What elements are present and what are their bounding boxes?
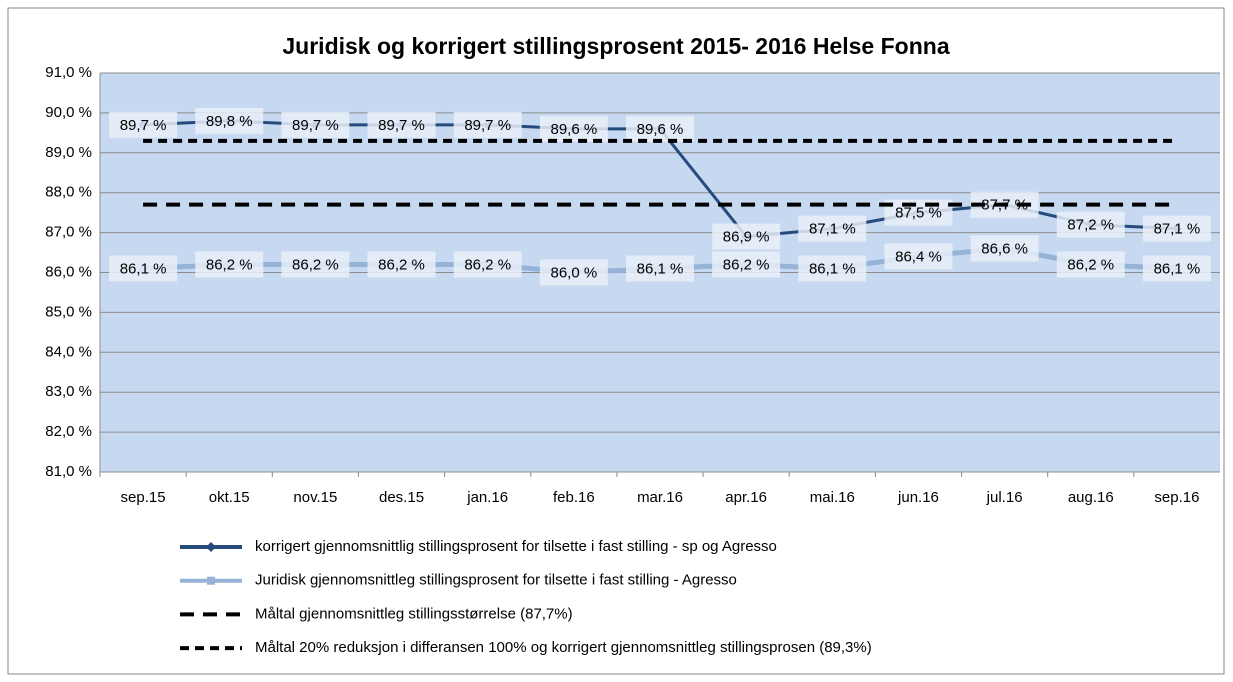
legend-label: korrigert gjennomsnittlig stillingsprose… <box>255 538 777 555</box>
data-label-bg <box>712 251 781 278</box>
legend-label: Juridisk gjennomsnittleg stillingsprosen… <box>255 572 737 589</box>
data-label-bg <box>195 107 264 134</box>
data-label: 89,7 % <box>120 117 167 134</box>
data-label-bg <box>539 115 608 142</box>
data-label-bg <box>884 199 953 226</box>
data-label: 87,1 % <box>1154 221 1201 238</box>
data-label-bg <box>1142 255 1211 282</box>
legend-marker <box>207 576 215 585</box>
data-label: 87,1 % <box>809 221 856 238</box>
data-label: 86,6 % <box>981 241 1028 258</box>
data-label-bg <box>367 251 436 278</box>
x-tick-label: jun.16 <box>897 489 939 506</box>
data-label-bg <box>195 251 264 278</box>
data-label: 86,0 % <box>550 264 597 281</box>
data-label: 86,2 % <box>1067 256 1114 273</box>
data-label: 89,7 % <box>292 117 339 134</box>
data-label: 89,6 % <box>637 121 684 138</box>
legend-label: Måltal gjennomsnittleg stillingsstørrels… <box>255 605 573 622</box>
x-tick-label: sep.15 <box>121 489 166 506</box>
chart-title: Juridisk og korrigert stillingsprosent 2… <box>282 33 949 59</box>
data-label-bg <box>712 223 781 250</box>
data-label: 86,2 % <box>292 256 339 273</box>
y-tick-label: 83,0 % <box>45 383 92 400</box>
y-tick-label: 87,0 % <box>45 224 92 241</box>
legend-marker <box>206 542 216 552</box>
x-tick-label: jul.16 <box>986 489 1023 506</box>
data-label-bg <box>884 243 953 270</box>
data-label-bg <box>626 255 694 282</box>
data-label-bg <box>281 251 350 278</box>
x-tick-label: aug.16 <box>1068 489 1114 506</box>
y-tick-label: 86,0 % <box>45 263 92 280</box>
data-label: 87,2 % <box>1067 217 1114 234</box>
data-label: 89,6 % <box>550 121 597 138</box>
data-label: 86,1 % <box>120 260 167 277</box>
y-tick-label: 90,0 % <box>45 104 92 121</box>
x-tick-label: sep.16 <box>1154 489 1199 506</box>
y-tick-label: 84,0 % <box>45 343 92 360</box>
data-label: 86,2 % <box>723 256 770 273</box>
data-label-bg <box>109 255 178 282</box>
data-label-bg <box>109 111 178 138</box>
data-label: 86,2 % <box>378 256 425 273</box>
data-label: 86,1 % <box>637 260 684 277</box>
data-label-bg <box>539 259 608 286</box>
data-label: 86,4 % <box>895 249 942 266</box>
data-label-bg <box>367 111 436 138</box>
data-label: 86,2 % <box>464 256 511 273</box>
x-tick-label: des.15 <box>379 489 424 506</box>
data-label-bg <box>281 111 350 138</box>
data-label-bg <box>970 235 1039 262</box>
x-tick-label: apr.16 <box>725 489 767 506</box>
data-label: 89,8 % <box>206 113 253 130</box>
data-label: 86,1 % <box>809 260 856 277</box>
data-label-bg <box>1056 211 1125 238</box>
x-tick-label: nov.15 <box>293 489 337 506</box>
x-tick-label: feb.16 <box>553 489 595 506</box>
y-tick-label: 82,0 % <box>45 423 92 440</box>
legend-label: Måltal 20% reduksjon i differansen 100% … <box>255 639 872 656</box>
x-tick-label: mar.16 <box>637 489 683 506</box>
y-tick-label: 91,0 % <box>45 64 92 81</box>
data-label-bg <box>1142 215 1211 242</box>
x-tick-label: mai.16 <box>810 489 855 506</box>
data-label: 86,9 % <box>723 229 770 246</box>
data-label: 89,7 % <box>378 117 425 134</box>
data-label: 86,1 % <box>1154 260 1201 277</box>
data-label-bg <box>626 115 694 142</box>
x-tick-label: jan.16 <box>466 489 508 506</box>
y-tick-label: 81,0 % <box>45 463 92 480</box>
y-tick-label: 88,0 % <box>45 184 92 201</box>
data-label-bg <box>453 251 522 278</box>
y-tick-label: 89,0 % <box>45 144 92 161</box>
data-label: 86,2 % <box>206 256 253 273</box>
x-tick-label: okt.15 <box>209 489 250 506</box>
data-label: 89,7 % <box>464 117 511 134</box>
data-label: 87,5 % <box>895 205 942 222</box>
data-label-bg <box>1056 251 1125 278</box>
y-tick-label: 85,0 % <box>45 303 92 320</box>
data-label-bg <box>453 111 522 138</box>
data-label-bg <box>798 255 867 282</box>
data-label-bg <box>798 215 867 242</box>
